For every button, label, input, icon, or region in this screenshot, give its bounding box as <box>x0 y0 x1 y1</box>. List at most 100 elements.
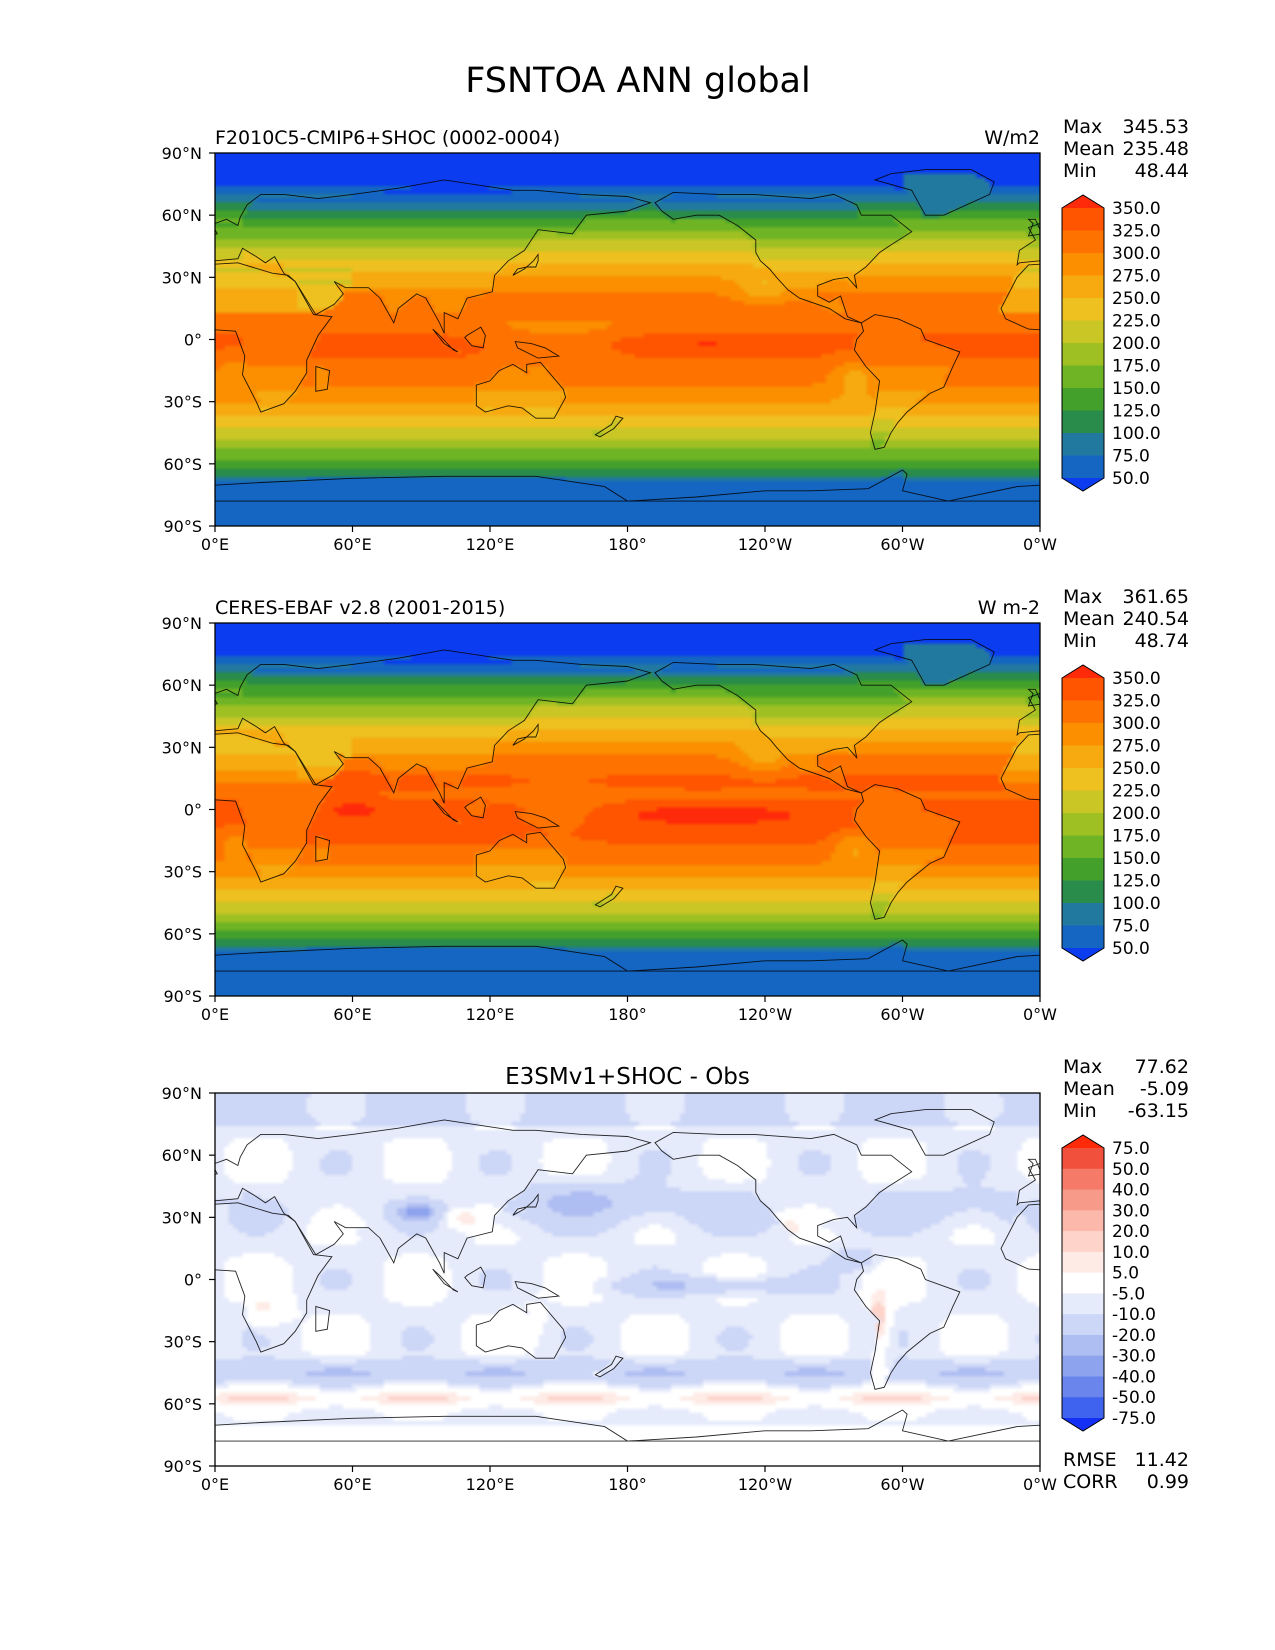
y-tick-label: 90°N <box>162 1084 202 1103</box>
coastline <box>514 811 561 829</box>
y-tick-label: 60°N <box>162 206 202 225</box>
colorbar-band <box>1062 320 1104 344</box>
coastline <box>0 662 87 793</box>
colorbar-label: 175.0 <box>1112 357 1161 377</box>
y-tick-label: 30°S <box>163 1333 202 1352</box>
colorbar-extend-max <box>1062 1135 1104 1148</box>
y-tick-label: 90°N <box>162 144 202 163</box>
coastline <box>627 1409 1040 1442</box>
y-tick-label: 0° <box>184 1271 202 1290</box>
colorbar-band <box>1062 880 1104 904</box>
colorbar-label: -30.0 <box>1112 1347 1156 1367</box>
y-tick-label: 30°N <box>162 268 202 287</box>
colorbar-band <box>1062 1334 1104 1357</box>
y-tick-label: 60°S <box>163 455 202 474</box>
coastline <box>315 835 331 862</box>
coastline <box>514 341 561 359</box>
x-tick-label: 180° <box>608 1475 647 1494</box>
stat-value-max: 77.62 <box>1135 1056 1189 1078</box>
y-tick-label: 60°S <box>163 925 202 944</box>
colorbar-outline <box>1061 664 1105 962</box>
colorbar-band <box>1062 388 1104 412</box>
coastline <box>464 1266 486 1289</box>
x-tick-label: 120°E <box>466 1005 515 1024</box>
coastlines <box>0 169 1040 502</box>
colorbar-label: 275.0 <box>1112 267 1161 287</box>
colorbar-outline <box>1061 1134 1105 1432</box>
colorbar-label: -5.0 <box>1112 1284 1145 1304</box>
field-raster <box>215 623 1040 996</box>
y-tick-label: 0° <box>184 331 202 350</box>
colorbar-label: 225.0 <box>1112 312 1161 332</box>
colorbar-band <box>1062 678 1104 702</box>
colorbar-band <box>1062 1293 1104 1315</box>
stat-value-max: 345.53 <box>1123 116 1189 138</box>
coastline <box>1027 218 1040 237</box>
y-tick-label: 90°S <box>163 1457 202 1476</box>
coastline <box>432 1268 459 1293</box>
coastline <box>853 314 961 450</box>
map-panel-2: CERES-EBAF v2.8 (2001-2015) W m-2 Max 361.6… <box>0 586 1189 1024</box>
coastline <box>29 1255 134 1390</box>
colorbar-label: 150.0 <box>1112 849 1161 869</box>
coastline <box>0 192 87 323</box>
stat-label-max: Max <box>1063 1056 1102 1078</box>
colorbar-label: 125.0 <box>1112 402 1161 422</box>
coastline <box>475 831 567 889</box>
colorbar-label: 350.0 <box>1112 669 1161 689</box>
coastline <box>512 1193 539 1216</box>
colorbar-label: 300.0 <box>1112 714 1161 734</box>
colorbar-label: -50.0 <box>1112 1388 1156 1408</box>
y-tick-label: 30°S <box>163 863 202 882</box>
colorbar-band <box>1062 298 1104 322</box>
stat-value-min: 48.74 <box>1135 630 1189 652</box>
colorbar-label: 100.0 <box>1112 894 1161 914</box>
panel-left-title: F2010C5-CMIP6+SHOC (0002-0004) <box>215 127 560 149</box>
colorbar-label: 275.0 <box>1112 737 1161 757</box>
colorbar-band <box>1062 1355 1104 1378</box>
coastline <box>215 698 219 705</box>
coastline <box>873 639 995 686</box>
coastline <box>215 1168 219 1175</box>
colorbar-band <box>1062 1251 1104 1274</box>
colorbar-label: -10.0 <box>1112 1305 1156 1325</box>
colorbar-band <box>1062 410 1104 434</box>
coastline <box>594 885 624 908</box>
colorbar-label: -40.0 <box>1112 1367 1156 1387</box>
y-tick-label: 60°N <box>162 1146 202 1165</box>
stat-label-min: Min <box>1063 160 1097 182</box>
colorbar-band <box>1062 1314 1104 1336</box>
coastline <box>1258 1269 1275 1292</box>
map-panel-3: E3SMv1+SHOC - Obs Max 77.62 Mean -5.09 Min -63… <box>29 1056 1275 1494</box>
colorbar-label: -20.0 <box>1112 1326 1156 1346</box>
colorbar-band <box>1062 455 1104 479</box>
colorbar: 75.050.040.030.020.010.05.0-5.0-10.0-20.… <box>1061 1134 1156 1432</box>
y-tick-label: 30°S <box>163 393 202 412</box>
colorbar-extend-min <box>1062 1418 1104 1431</box>
y-tick-label: 90°S <box>163 987 202 1006</box>
colorbar-label: 325.0 <box>1112 692 1161 712</box>
coastline <box>215 262 333 413</box>
coastline <box>215 179 652 334</box>
colorbar-label: 50.0 <box>1112 469 1150 489</box>
coastline <box>475 361 567 419</box>
colorbar-label: 75.0 <box>1112 917 1150 937</box>
stat-label-mean: Mean <box>1063 1078 1115 1100</box>
y-tick-label: 0° <box>184 801 202 820</box>
coastline <box>512 723 539 746</box>
colorbar-band <box>1062 1189 1104 1211</box>
colorbar-band <box>1062 1148 1104 1170</box>
x-tick-label: 0°W <box>1023 535 1057 554</box>
map-panel-1: F2010C5-CMIP6+SHOC (0002-0004) W/m2 Max 345… <box>0 116 1189 554</box>
stat-label-max: Max <box>1063 116 1102 138</box>
coastline <box>432 798 459 823</box>
stat-value-min: 48.44 <box>1135 160 1189 182</box>
x-tick-label: 180° <box>608 535 647 554</box>
x-tick-label: 0°W <box>1023 1005 1057 1024</box>
colorbar-label: -75.0 <box>1112 1409 1156 1429</box>
figure-title: FSNTOA ANN global <box>465 61 810 101</box>
y-tick-label: 90°S <box>163 517 202 536</box>
x-tick-label: 60°E <box>333 535 371 554</box>
